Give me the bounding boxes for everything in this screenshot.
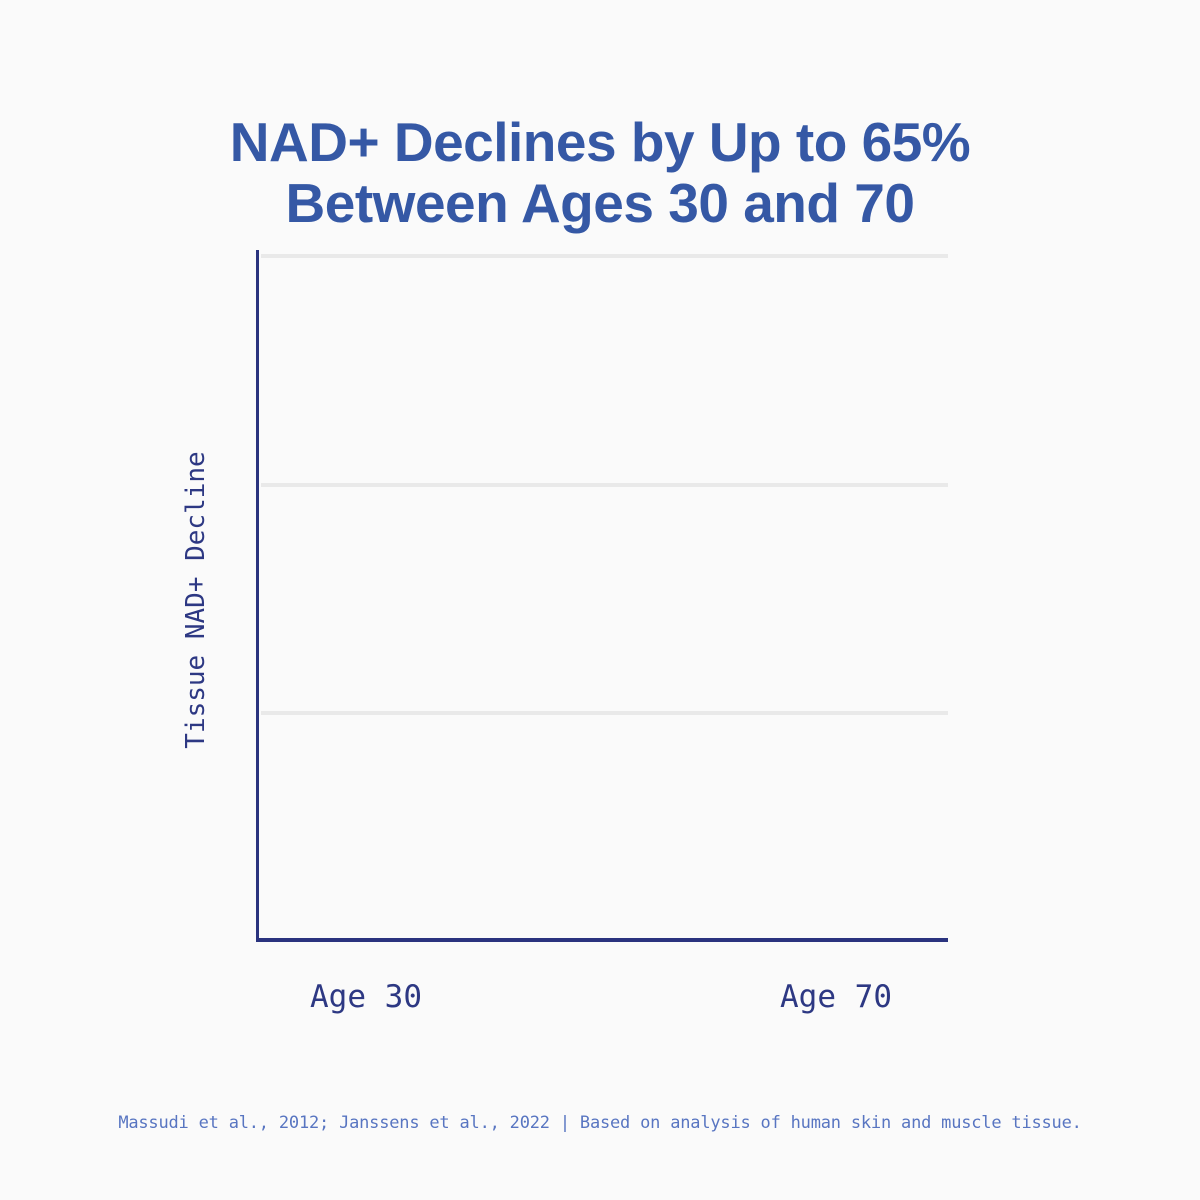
chart-title: NAD+ Declines by Up to 65% Between Ages …	[0, 112, 1200, 234]
y-axis-label: Tissue NAD+ Decline	[181, 451, 211, 749]
chart-title-line2: Between Ages 30 and 70	[285, 172, 915, 234]
plot-area	[256, 250, 948, 942]
gridline-top	[261, 254, 948, 258]
source-citation: Massudi et al., 2012; Janssens et al., 2…	[118, 1113, 1082, 1133]
x-tick-age-70: Age 70	[780, 979, 892, 1015]
gridline-middle	[261, 483, 948, 487]
x-tick-age-30: Age 30	[310, 979, 422, 1015]
gridline-bottom	[261, 711, 948, 715]
chart-title-line1: NAD+ Declines by Up to 65%	[229, 111, 971, 173]
